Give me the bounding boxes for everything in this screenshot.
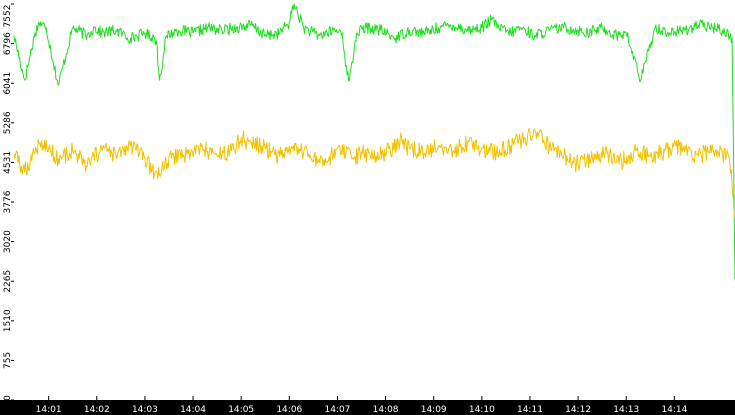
x-tick-label: 14:13 <box>613 405 639 415</box>
x-tick-label: 14:11 <box>517 405 543 415</box>
plot-area <box>14 0 735 400</box>
series-layer <box>13 3 735 280</box>
y-tick-label: 755 <box>3 352 13 369</box>
y-tick-label: 0 <box>3 395 13 401</box>
x-tick-label: 14:09 <box>421 405 447 415</box>
y-tick-label: 4531 <box>3 151 13 174</box>
x-axis-bar <box>0 400 735 415</box>
x-tick-label: 14:03 <box>132 405 158 415</box>
x-tick-label: 14:14 <box>661 405 687 415</box>
y-tick-label: 3776 <box>3 190 13 213</box>
x-axis: 14:01 14:02 14:03 14:04 14:05 14:06 14:07 14:08… <box>36 396 688 415</box>
x-tick-label: 14:02 <box>84 405 110 415</box>
y-tick-label: 6041 <box>3 72 13 95</box>
y-tick-label: 1510 <box>3 309 13 332</box>
x-tick-label: 14:05 <box>228 405 254 415</box>
x-tick-label: 14:10 <box>469 405 495 415</box>
x-tick-label: 14:08 <box>373 405 399 415</box>
y-axis: 0 755 1510 2265 3020 3776 4531 5286 6041 6796 7552 <box>3 3 14 401</box>
x-tick-label: 14:07 <box>324 405 350 415</box>
x-tick-label: 14:04 <box>180 405 206 415</box>
y-tick-label: 3020 <box>3 230 13 253</box>
y-tick-label: 2265 <box>3 270 13 293</box>
x-tick-label: 14:01 <box>36 405 62 415</box>
x-tick-label: 14:06 <box>276 405 302 415</box>
y-tick-label: 6796 <box>3 32 13 55</box>
series-line-1 <box>13 3 735 280</box>
series-line-2 <box>13 127 735 218</box>
x-tick-label: 14:12 <box>565 405 591 415</box>
y-tick-label: 5286 <box>3 111 13 134</box>
y-tick-label: 7552 <box>3 5 13 28</box>
